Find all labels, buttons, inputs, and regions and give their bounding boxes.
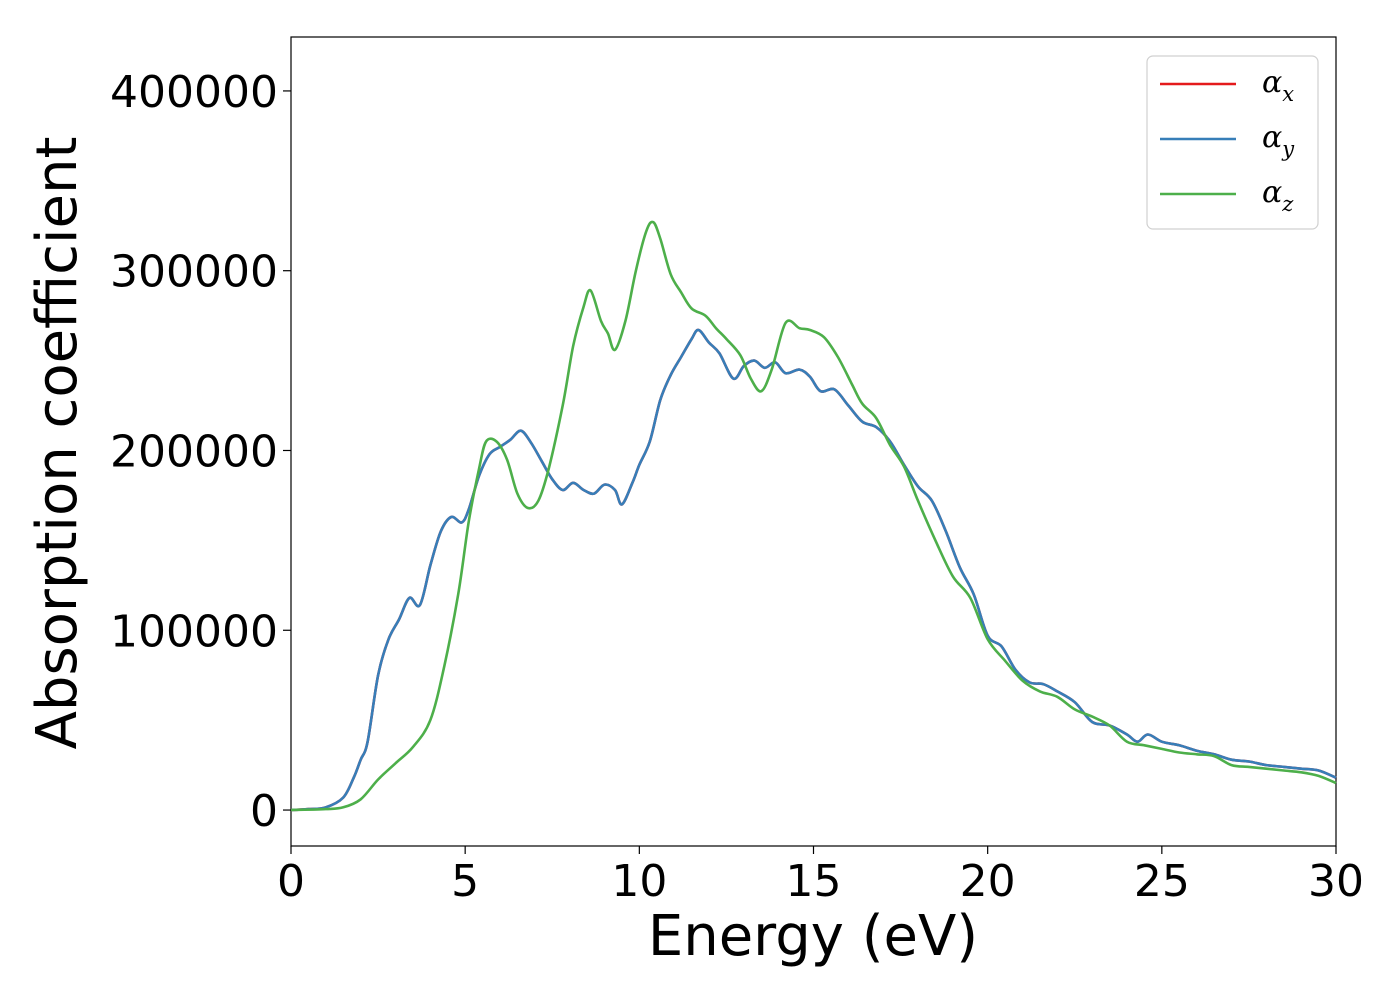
y-tick-label: 200000 [110, 426, 278, 477]
y-tick-label: 0 [250, 786, 278, 837]
x-tick-label: 0 [277, 856, 305, 907]
y-tick-label: 400000 [110, 67, 278, 118]
y-tick-label: 300000 [110, 247, 278, 298]
x-tick-label: 10 [611, 856, 667, 907]
x-tick-label: 20 [960, 856, 1016, 907]
x-axis-ticks: 0 5 10 15 20 25 30 [277, 846, 1364, 907]
series-line-z [290, 220, 1337, 812]
x-tick-label: 15 [786, 856, 842, 907]
x-axis-title: Energy (eV) [648, 904, 978, 969]
y-tick-label: 100000 [110, 606, 278, 657]
y-axis-title: Absorption coefficient [25, 137, 90, 750]
x-tick-label: 30 [1308, 856, 1364, 907]
series-layer [290, 220, 1337, 812]
x-tick-label: 5 [451, 856, 479, 907]
y-axis-ticks: 0 100000 200000 300000 400000 [110, 67, 291, 837]
legend-box [1146, 55, 1319, 230]
x-tick-label: 25 [1134, 856, 1190, 907]
